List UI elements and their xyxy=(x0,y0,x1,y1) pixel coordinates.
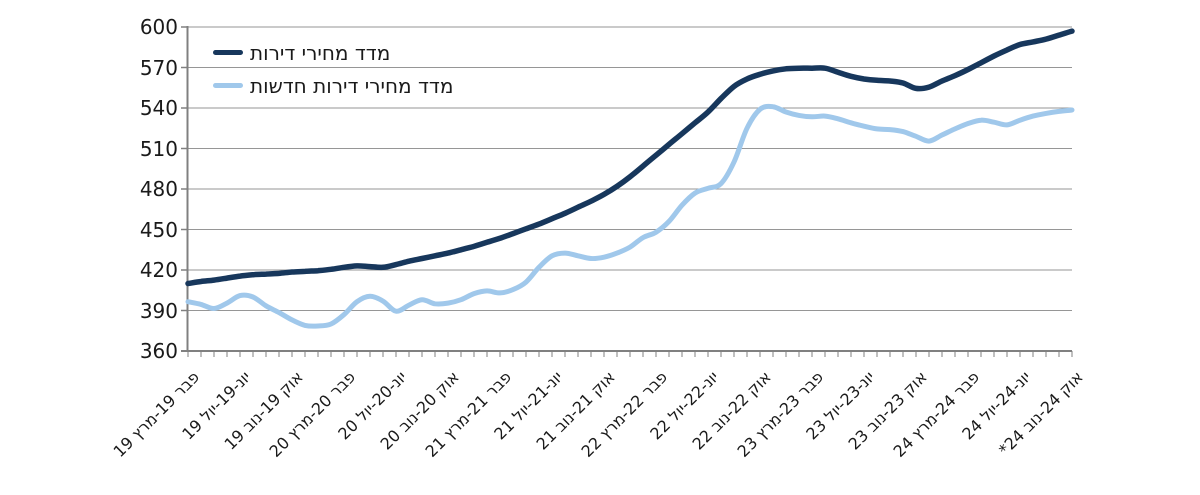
y-axis-label: 540 xyxy=(139,96,178,120)
chart-legend: מדד מחירי דירות מדד מחירי דירות חדשות xyxy=(213,36,453,102)
y-axis-label: 450 xyxy=(139,217,178,242)
y-axis-label: 360 xyxy=(139,339,178,363)
legend-line-swatch-light xyxy=(213,83,243,88)
y-axis-label: 480 xyxy=(139,177,178,201)
y-axis-label: 570 xyxy=(139,55,178,80)
legend-item-housing-price-index: מדד מחירי דירות xyxy=(213,36,453,69)
legend-line-swatch-dark xyxy=(213,50,243,55)
legend-label: מדד מחירי דירות חדשות xyxy=(250,73,454,98)
y-axis-label: 420 xyxy=(139,258,178,282)
y-axis-label: 600 xyxy=(139,15,178,39)
y-axis-label: 510 xyxy=(139,136,178,161)
legend-item-new-housing-price-index: מדד מחירי דירות חדשות xyxy=(213,69,453,102)
y-axis-label: 390 xyxy=(139,298,178,323)
series-line-housing-price-index xyxy=(185,28,1075,287)
legend-label: מדד מחירי דירות xyxy=(250,40,391,65)
series-line-new-housing-price-index xyxy=(185,103,1075,329)
